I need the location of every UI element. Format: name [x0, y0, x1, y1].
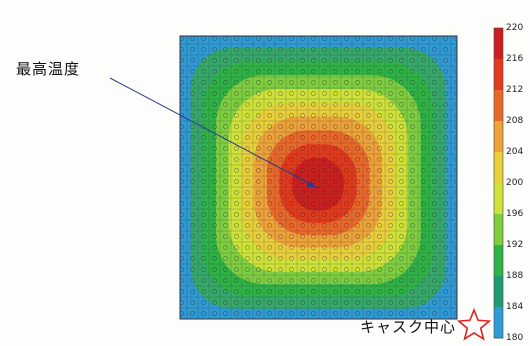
mesh-overlay: [180, 36, 457, 319]
legend-border: [493, 27, 504, 339]
arrow-head-icon: [307, 181, 318, 188]
legend-tick-label: 180: [506, 333, 524, 343]
legend-tick-label: 184: [506, 302, 524, 312]
star-outline-icon: [456, 307, 492, 341]
legend-swatch: [494, 59, 503, 91]
legend-tick-label: 204: [506, 147, 524, 157]
legend-swatch: [494, 245, 503, 277]
legend-swatch: [494, 90, 503, 122]
legend-swatch: [494, 307, 503, 339]
legend-tick-label: 216: [506, 54, 524, 64]
cask-center-label: キャスク中心: [360, 318, 457, 336]
max-temperature-label: 最高温度: [16, 60, 81, 78]
legend-swatch: [494, 152, 503, 184]
legend-tick-label: 188: [506, 271, 524, 281]
legend-tick-label: 220: [506, 23, 524, 33]
legend-swatch: [494, 276, 503, 308]
color-legend: [493, 27, 504, 339]
callout-line: [109, 77, 319, 189]
temperature-map: [179, 35, 458, 320]
legend-tick-label: 200: [506, 178, 524, 188]
star-outline-icon: [456, 307, 492, 341]
legend-swatch: [494, 183, 503, 215]
legend-tick-label: 208: [506, 116, 524, 126]
legend-swatch: [494, 214, 503, 246]
legend-swatch: [494, 28, 503, 60]
legend-tick-label: 192: [506, 240, 524, 250]
legend-tick-label: 212: [506, 85, 524, 95]
legend-tick-label: 196: [506, 209, 524, 219]
callout-arrow: [109, 77, 319, 189]
map-border: [179, 35, 458, 320]
legend-swatch: [494, 121, 503, 153]
